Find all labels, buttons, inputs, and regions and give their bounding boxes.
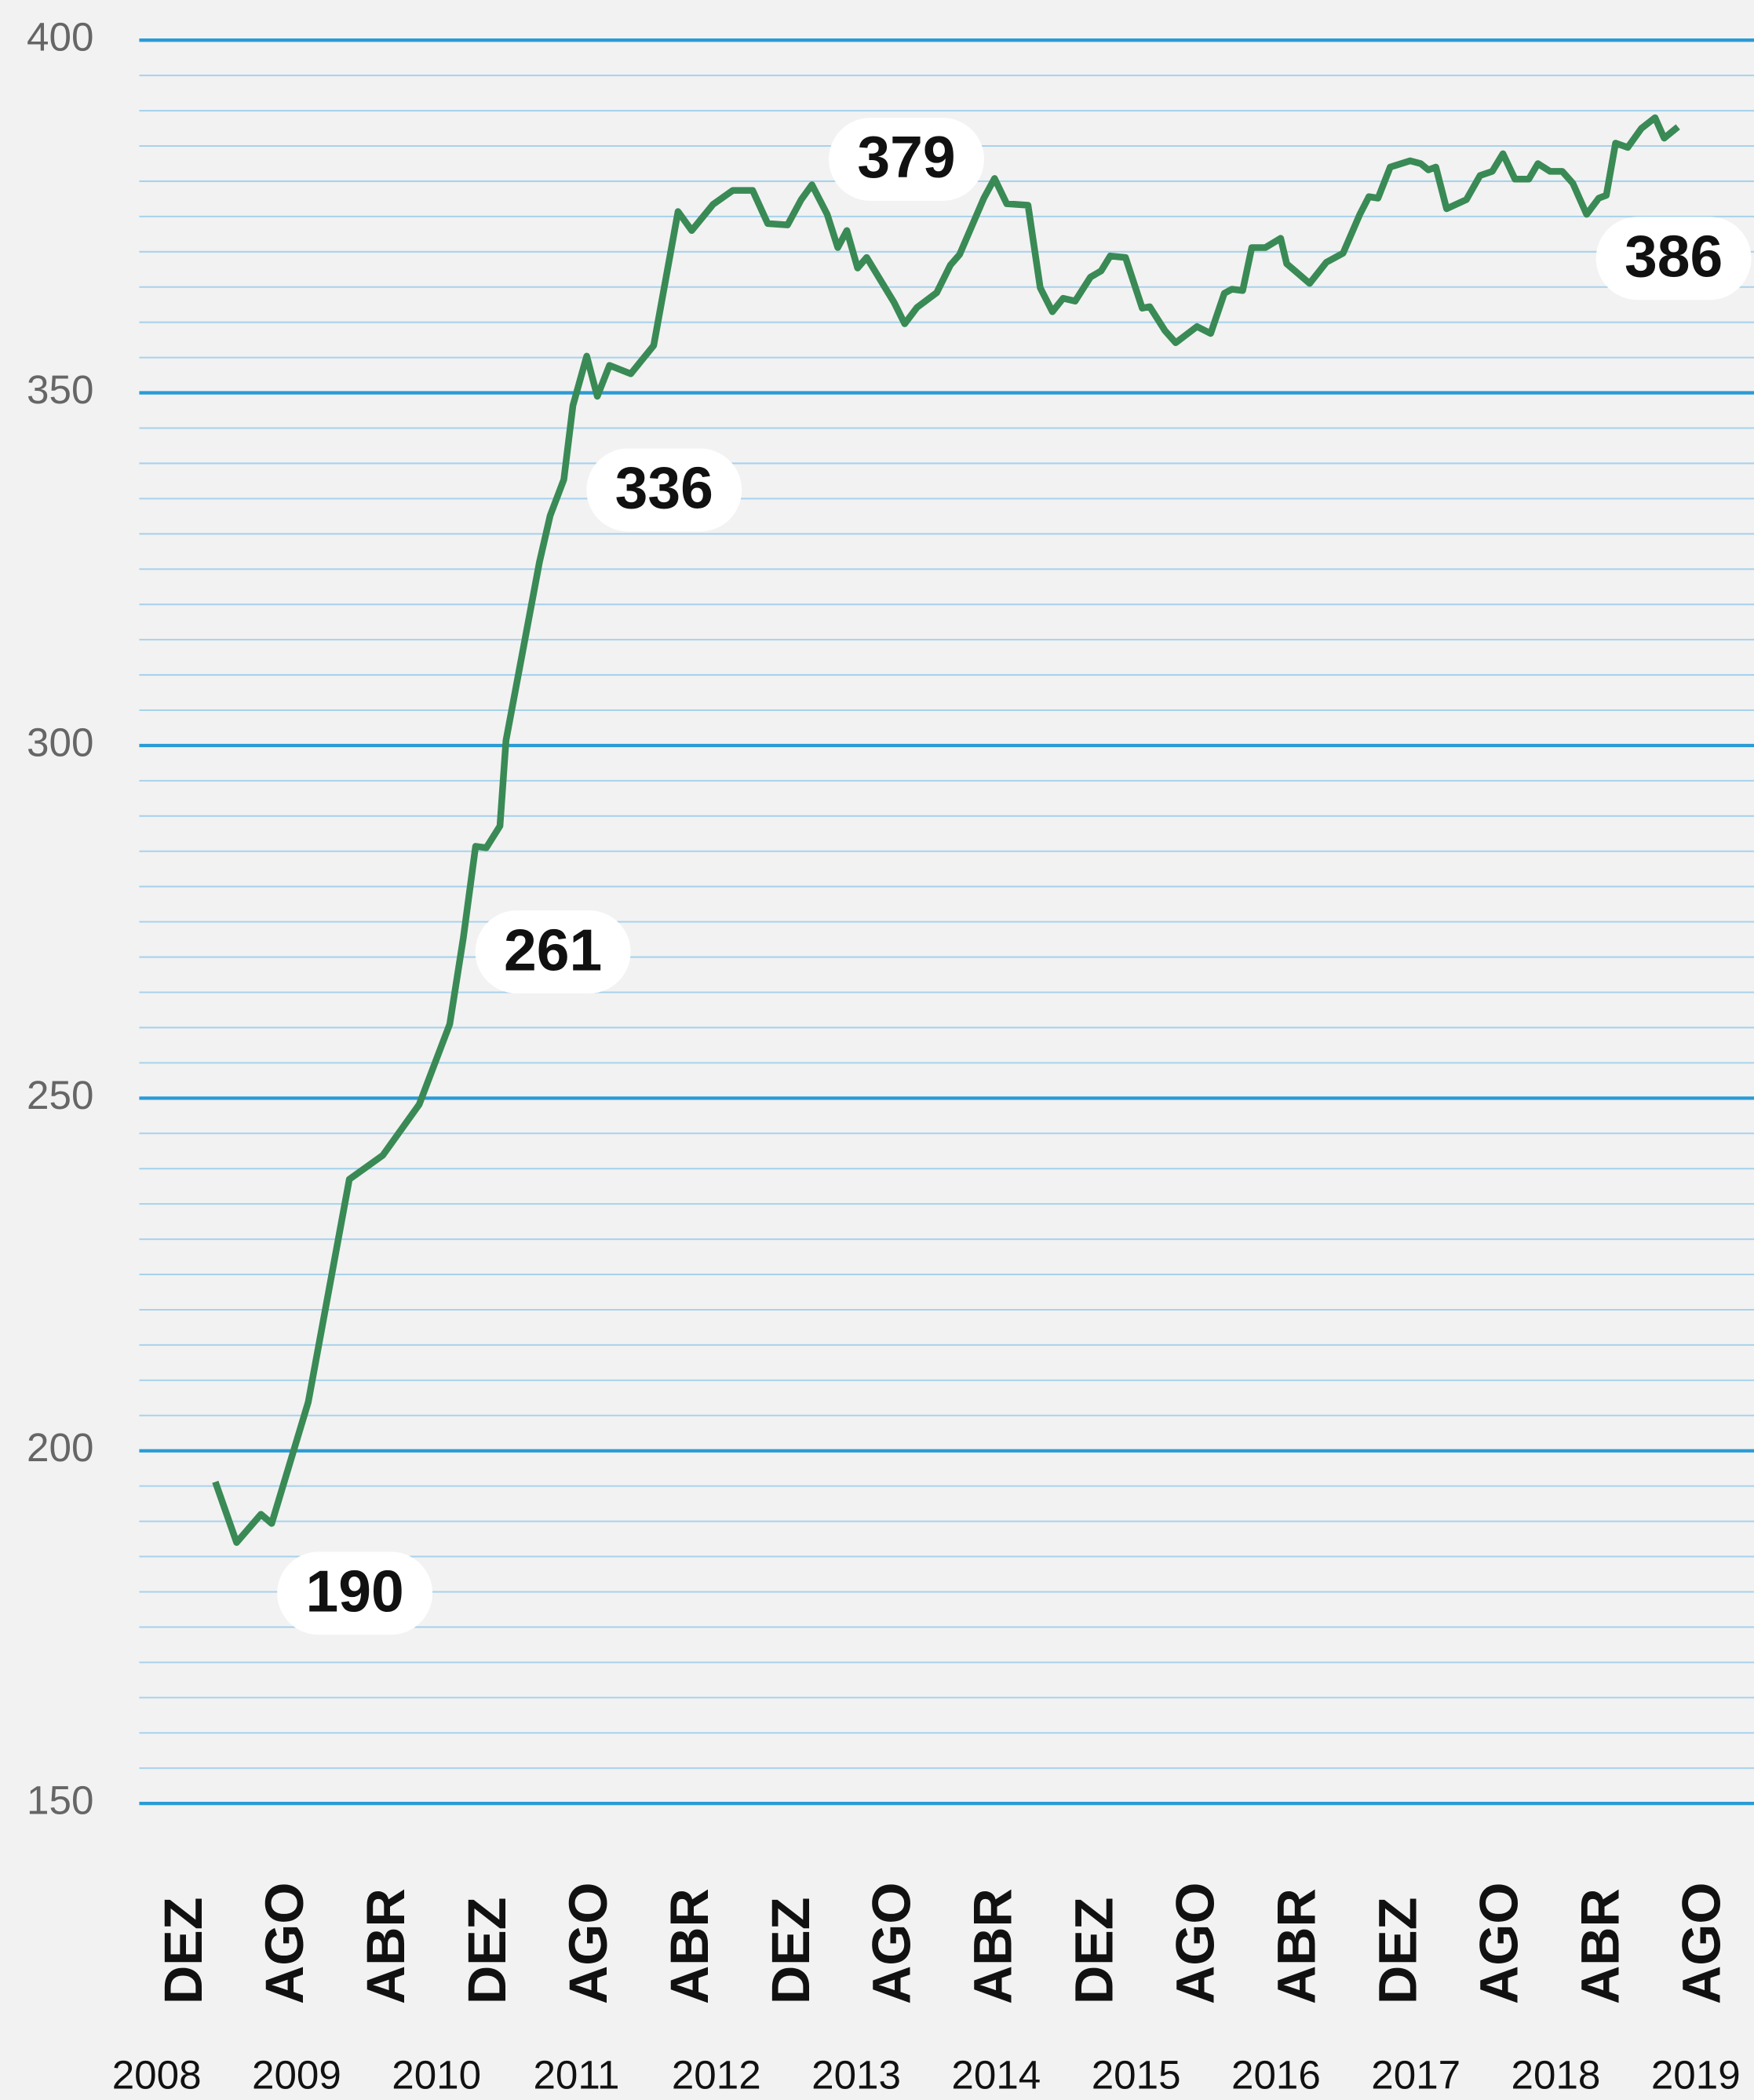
annotation-text: 190 — [306, 1558, 404, 1624]
annotation-box — [586, 448, 742, 532]
year-label: 2015 — [1092, 2052, 1181, 2097]
year-label: 2019 — [1651, 2052, 1741, 2097]
annotation-box — [1595, 217, 1752, 301]
annotation-box — [277, 1551, 433, 1635]
year-label: 2013 — [811, 2052, 901, 2097]
year-label: 2014 — [951, 2052, 1041, 2097]
x-tick-label: DEZ — [1065, 1898, 1125, 2004]
y-tick-label: 250 — [27, 1073, 93, 1117]
y-tick-label: 300 — [27, 720, 93, 764]
y-tick-label: 350 — [27, 367, 93, 412]
line — [212, 114, 1680, 1546]
year-label: 2008 — [112, 2052, 202, 2097]
annotation: 379 — [829, 118, 984, 201]
annotation-text: 261 — [504, 917, 602, 983]
x-tick-label: DEZ — [154, 1898, 213, 2004]
x-tick-label: ABR — [356, 1888, 416, 2004]
x-tick-label: AGO — [559, 1883, 618, 2004]
x-tick-label: DEZ — [458, 1898, 517, 2004]
annotation: 336 — [586, 448, 742, 532]
x-tick-label: ABR — [660, 1888, 720, 2004]
year-label: 2010 — [392, 2052, 481, 2097]
x-tick-label: DEZ — [761, 1898, 821, 2004]
y-tick-label: 200 — [27, 1425, 93, 1470]
annotation-box — [475, 910, 631, 993]
annotation-text: 386 — [1625, 224, 1723, 290]
year-label: 2012 — [672, 2052, 761, 2097]
x-tick-label: AGO — [255, 1883, 315, 2004]
annotation-box — [829, 118, 984, 201]
year-label: 2018 — [1512, 2052, 1601, 2097]
x-tick-label: DEZ — [1369, 1898, 1428, 2004]
y-tick-label: 400 — [27, 15, 93, 60]
x-tick-label: ABR — [1267, 1888, 1327, 2004]
year-label: 2016 — [1231, 2052, 1321, 2097]
year-label: 2017 — [1371, 2052, 1460, 2097]
x-tick-label: AGO — [1166, 1883, 1226, 2004]
annotation-text: 379 — [857, 124, 955, 190]
x-tick-label: AGO — [1672, 1883, 1732, 2004]
annotation: 386 — [1595, 217, 1752, 301]
x-tick-label: AGO — [1470, 1883, 1530, 2004]
annotation: 261 — [475, 910, 631, 993]
annotation-text: 336 — [615, 455, 713, 521]
year-label: 2011 — [533, 2052, 619, 2097]
x-tick-label: ABR — [964, 1888, 1023, 2004]
annotation: 190 — [277, 1551, 433, 1635]
x-tick-label: ABR — [1571, 1888, 1631, 2004]
x-tick-label: AGO — [862, 1883, 922, 2004]
year-label: 2009 — [252, 2052, 341, 2097]
y-tick-label: 150 — [27, 1778, 93, 1823]
